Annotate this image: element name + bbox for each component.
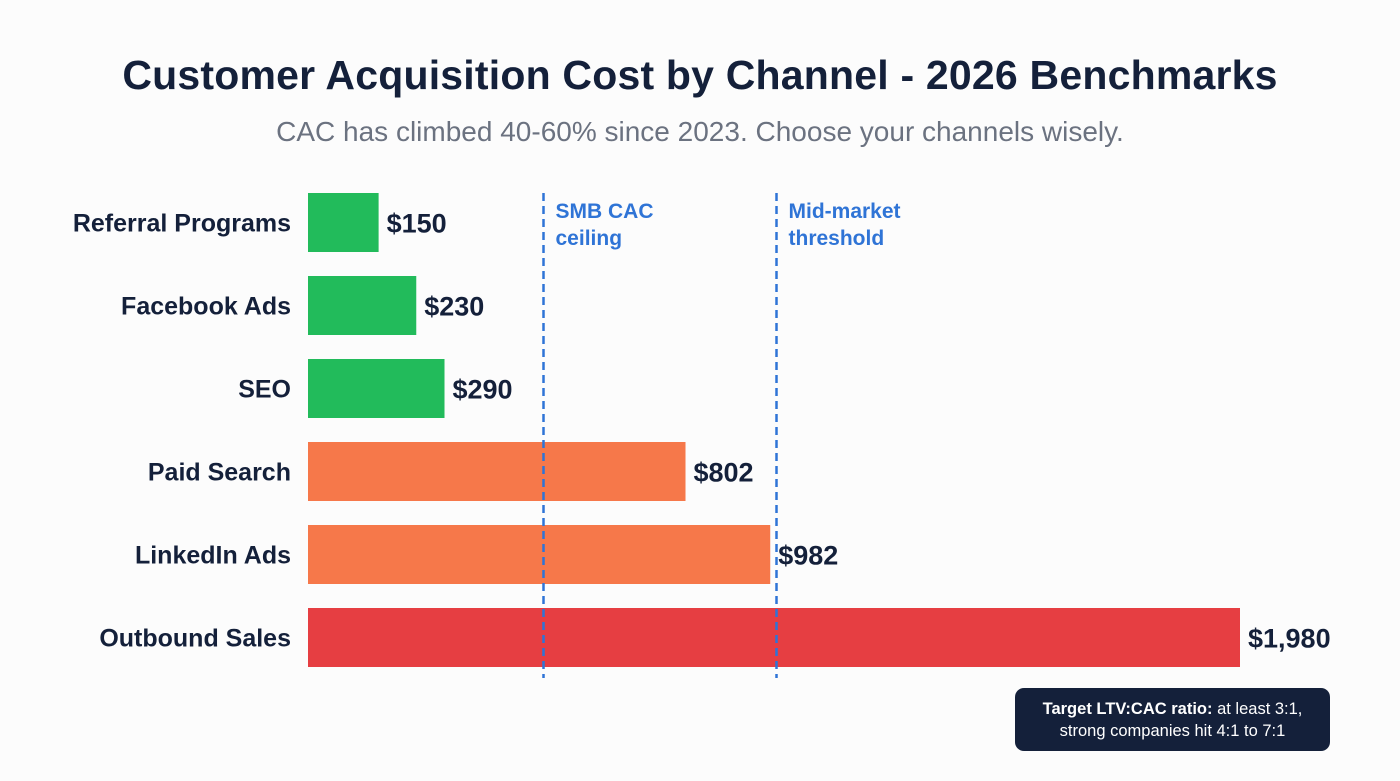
value-label-facebook-ads: $230 bbox=[424, 292, 484, 322]
value-label-seo: $290 bbox=[453, 375, 513, 405]
category-label-outbound-sales: Outbound Sales bbox=[99, 625, 291, 653]
value-label-referral-programs: $150 bbox=[387, 209, 447, 239]
bar-seo bbox=[308, 359, 445, 418]
reference-label-mid-market-threshold-2: threshold bbox=[789, 227, 885, 250]
note-line2: strong companies hit 4:1 to 7:1 bbox=[1059, 722, 1286, 740]
category-label-referral-programs: Referral Programs bbox=[73, 210, 291, 238]
note-line1: at least 3:1, bbox=[1212, 700, 1303, 718]
bar-outbound-sales bbox=[308, 608, 1240, 667]
value-label-outbound-sales: $1,980 bbox=[1248, 624, 1331, 654]
category-label-paid-search: Paid Search bbox=[148, 459, 291, 487]
value-label-linkedin-ads: $982 bbox=[778, 541, 838, 571]
bar-facebook-ads bbox=[308, 276, 417, 335]
bar-paid-search bbox=[308, 442, 686, 501]
category-label-linkedin-ads: LinkedIn Ads bbox=[135, 542, 291, 570]
reference-label-smb-cac-ceiling-1: SMB CAC bbox=[556, 200, 654, 223]
category-label-facebook-ads: Facebook Ads bbox=[121, 293, 291, 321]
value-label-paid-search: $802 bbox=[694, 458, 754, 488]
reference-label-smb-cac-ceiling-2: ceiling bbox=[556, 227, 623, 250]
reference-label-mid-market-threshold-1: Mid-market bbox=[789, 200, 901, 223]
note-bold: Target LTV:CAC ratio: bbox=[1042, 700, 1213, 718]
chart-title: Customer Acquisition Cost by Channel - 2… bbox=[122, 52, 1278, 98]
category-label-seo: SEO bbox=[238, 376, 291, 404]
bar-referral-programs bbox=[308, 193, 379, 252]
ltv-cac-note: Target LTV:CAC ratio: at least 3:1, stro… bbox=[1015, 688, 1330, 751]
bar-linkedin-ads bbox=[308, 525, 771, 584]
chart-subtitle: CAC has climbed 40-60% since 2023. Choos… bbox=[276, 116, 1124, 147]
